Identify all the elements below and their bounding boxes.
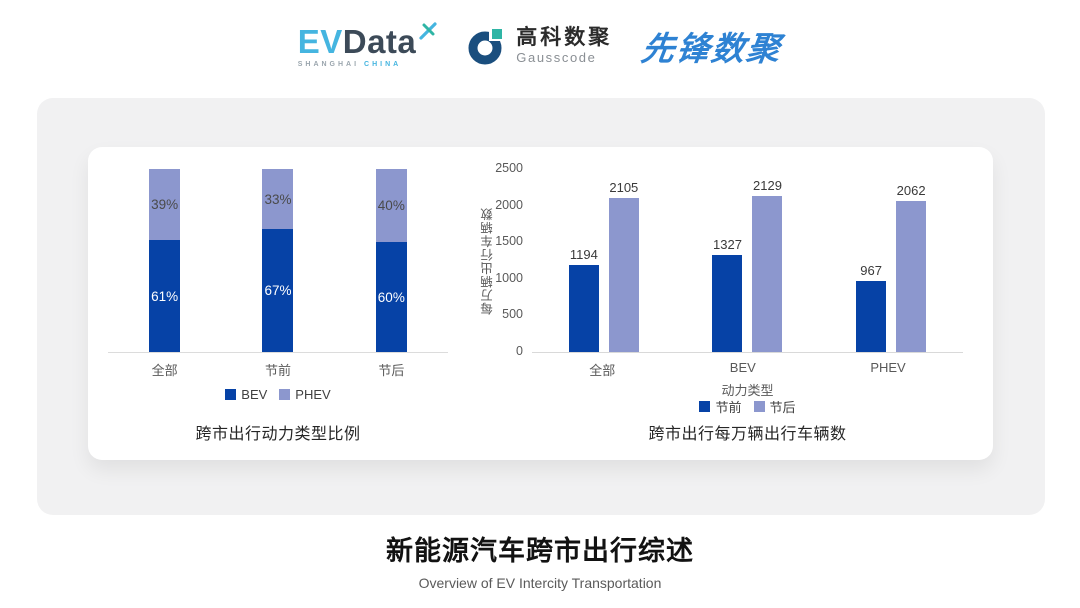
bar-segment-phev: 39%: [149, 169, 181, 241]
bar-segment-phev: 33%: [262, 169, 294, 230]
bar-value-label: 2062: [896, 183, 926, 199]
bar-column: 967: [856, 169, 887, 352]
bar-value-label: 39%: [151, 197, 179, 213]
category-axis: 全部 BEV PHEV: [532, 360, 963, 379]
category-label: 节前: [264, 363, 291, 378]
legend-item: BEV: [225, 387, 267, 402]
legend-item: 节后: [753, 397, 796, 416]
category-axis: 全部 节前 节后: [108, 360, 448, 379]
evdata-logo-data: Data: [342, 22, 417, 60]
y-tick-label: 2500: [495, 161, 523, 175]
evdata-shanghai-text: SHANGHAI: [297, 60, 360, 68]
evdata-china-text: CHINA: [364, 60, 402, 68]
bar-节前: [568, 264, 599, 352]
stacked-bar-chart: 39% 61% 33% 67% 40% 60% 全部 节前 节后 BEV PHEV 跨市出行动力类型比…: [98, 159, 470, 449]
legend-swatch: [279, 389, 291, 400]
category-label: 全部: [151, 363, 178, 378]
legend-swatch: [225, 389, 237, 400]
chart-title: 跨市出行动力类型比例: [195, 426, 361, 443]
bar-value-label: 967: [860, 263, 882, 279]
legend-label: PHEV: [295, 387, 331, 402]
chart-legend: 节前 节后: [532, 397, 963, 416]
y-tick-label: 500: [502, 307, 523, 322]
bar-value-label: 1327: [713, 236, 742, 252]
bar-column: 2062: [896, 169, 927, 352]
evdata-star-icon: [419, 21, 437, 40]
bar-value-label: 60%: [377, 289, 405, 305]
pioneer-logo: 先锋数聚: [639, 30, 785, 67]
bar-column: 1327: [712, 169, 743, 352]
bar-column: 2105: [608, 169, 639, 352]
page-subtitle: Overview of EV Intercity Transportation: [418, 575, 662, 591]
evdata-logo: EV Data SHANGHAI CHINA: [297, 21, 439, 68]
charts-card: 39% 61% 33% 67% 40% 60% 全部 节前 节后 BEV PHEV 跨市出行动力类型比…: [37, 98, 1045, 515]
caption: 新能源汽车跨市出行综述 Overview of EV Intercity Tra…: [0, 529, 1080, 591]
bar-节后: [608, 197, 639, 352]
bar-group: 967 2062: [856, 169, 927, 352]
legend-item: PHEV: [279, 387, 331, 402]
bar-value-label: 1194: [569, 246, 598, 262]
bar-segment-phev: 40%: [375, 169, 407, 243]
chart-title: 跨市出行每万辆出行车辆数: [648, 426, 847, 443]
bar-segment-bev: 61%: [149, 240, 181, 352]
plot-area: 1194 2105 1327 2129 967 2062: [532, 169, 963, 353]
bar-value-label: 33%: [264, 191, 292, 207]
plot-area: 39% 61% 33% 67% 40% 60%: [108, 169, 448, 353]
legend-label: 节前: [715, 400, 742, 415]
legend-label: 节后: [769, 400, 796, 415]
grouped-bar-chart: 每万辆出行车辆数 0 500 1000 1500 2000 2500 1194 2105 1327…: [470, 159, 985, 449]
gausscode-mark-icon: [468, 27, 504, 65]
category-label: 节后: [378, 363, 405, 378]
category-label: BEV: [729, 360, 756, 375]
bar-节后: [752, 196, 783, 352]
legend-item: 节前: [699, 397, 742, 416]
bar-value-label: 2105: [609, 179, 639, 195]
charts-panel: 39% 61% 33% 67% 40% 60% 全部 节前 节后 BEV PHEV 跨市出行动力类型比…: [88, 147, 993, 460]
bar-group: 1194 2105: [568, 169, 639, 352]
bar-value-label: 61%: [151, 288, 179, 304]
stacked-bar: 40% 60%: [375, 169, 407, 352]
category-label: PHEV: [870, 360, 906, 375]
bar-节前: [712, 254, 743, 352]
bar-value-label: 2129: [753, 178, 782, 194]
y-tick-label: 2000: [495, 197, 523, 212]
legend-swatch: [699, 401, 711, 412]
y-tick-label: 1500: [495, 234, 523, 249]
bar-column: 1194: [568, 169, 599, 352]
y-axis-title-text: 每万辆出行车辆数: [481, 206, 495, 315]
legend-label: BEV: [241, 387, 268, 402]
evdata-logo-ev: EV: [297, 22, 343, 60]
stacked-bar: 39% 61%: [149, 169, 181, 352]
y-tick-label: 1000: [495, 270, 523, 285]
chart-legend: BEV PHEV: [108, 387, 448, 402]
gausscode-cn-text: 高科数聚: [516, 26, 613, 50]
bar-segment-bev: 60%: [375, 242, 407, 352]
y-axis-title: 每万辆出行车辆数: [478, 169, 497, 352]
logo-bar: EV Data SHANGHAI CHINA 高科数聚 Gausscode 先锋数…: [0, 21, 1080, 70]
stacked-bar: 33% 67%: [262, 169, 294, 352]
evdata-logo-subtext: SHANGHAI CHINA: [298, 61, 439, 68]
y-tick-label: 0: [516, 344, 523, 358]
legend-swatch: [753, 401, 765, 412]
bar-column: 2129: [752, 169, 783, 352]
bar-group: 1327 2129: [712, 169, 783, 352]
bar-节后: [896, 201, 927, 352]
gausscode-logo: 高科数聚 Gausscode: [468, 25, 612, 67]
gausscode-en-text: Gausscode: [516, 49, 597, 65]
bar-value-label: 67%: [264, 283, 292, 299]
bar-segment-bev: 67%: [262, 229, 294, 352]
x-axis-title: 动力类型: [721, 383, 774, 398]
bar-节前: [856, 281, 887, 352]
category-label: 全部: [589, 363, 616, 378]
bar-value-label: 40%: [377, 198, 405, 214]
page-title: 新能源汽车跨市出行综述: [386, 536, 694, 566]
